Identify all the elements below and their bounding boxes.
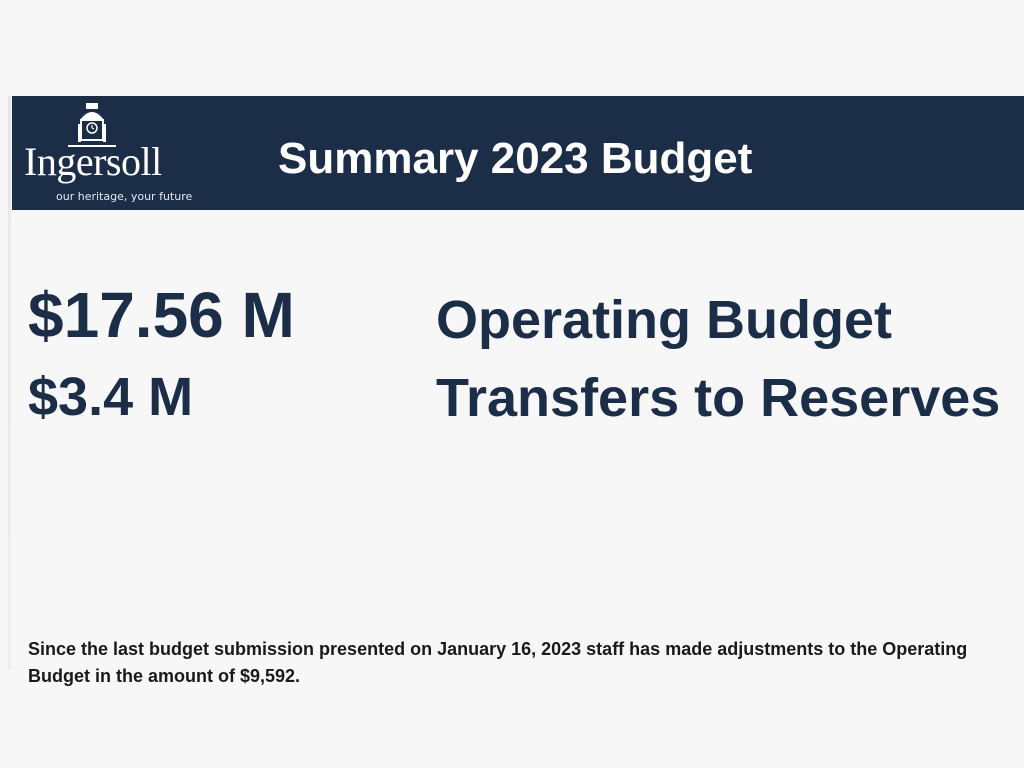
header-band	[12, 96, 1024, 210]
slide-title: Summary 2023 Budget	[278, 134, 753, 183]
adjustment-note: Since the last budget submission present…	[28, 639, 968, 686]
logo-tagline: our heritage, your future	[56, 190, 193, 203]
logo-wordmark: Ingersoll	[24, 139, 162, 184]
clock-tower-icon	[68, 103, 116, 147]
budget-row: $17.56 M Operating Budget	[28, 278, 1018, 356]
budget-amount: $17.56 M	[28, 279, 295, 351]
budget-label: Operating Budget	[436, 290, 892, 350]
left-divider	[8, 96, 11, 670]
ingersoll-logo: Ingersoll our heritage, your future	[20, 102, 220, 206]
budget-row: $3.4 M Transfers to Reserves	[28, 364, 1018, 432]
budget-amount: $3.4 M	[28, 367, 194, 427]
budget-label: Transfers to Reserves	[436, 368, 1001, 428]
